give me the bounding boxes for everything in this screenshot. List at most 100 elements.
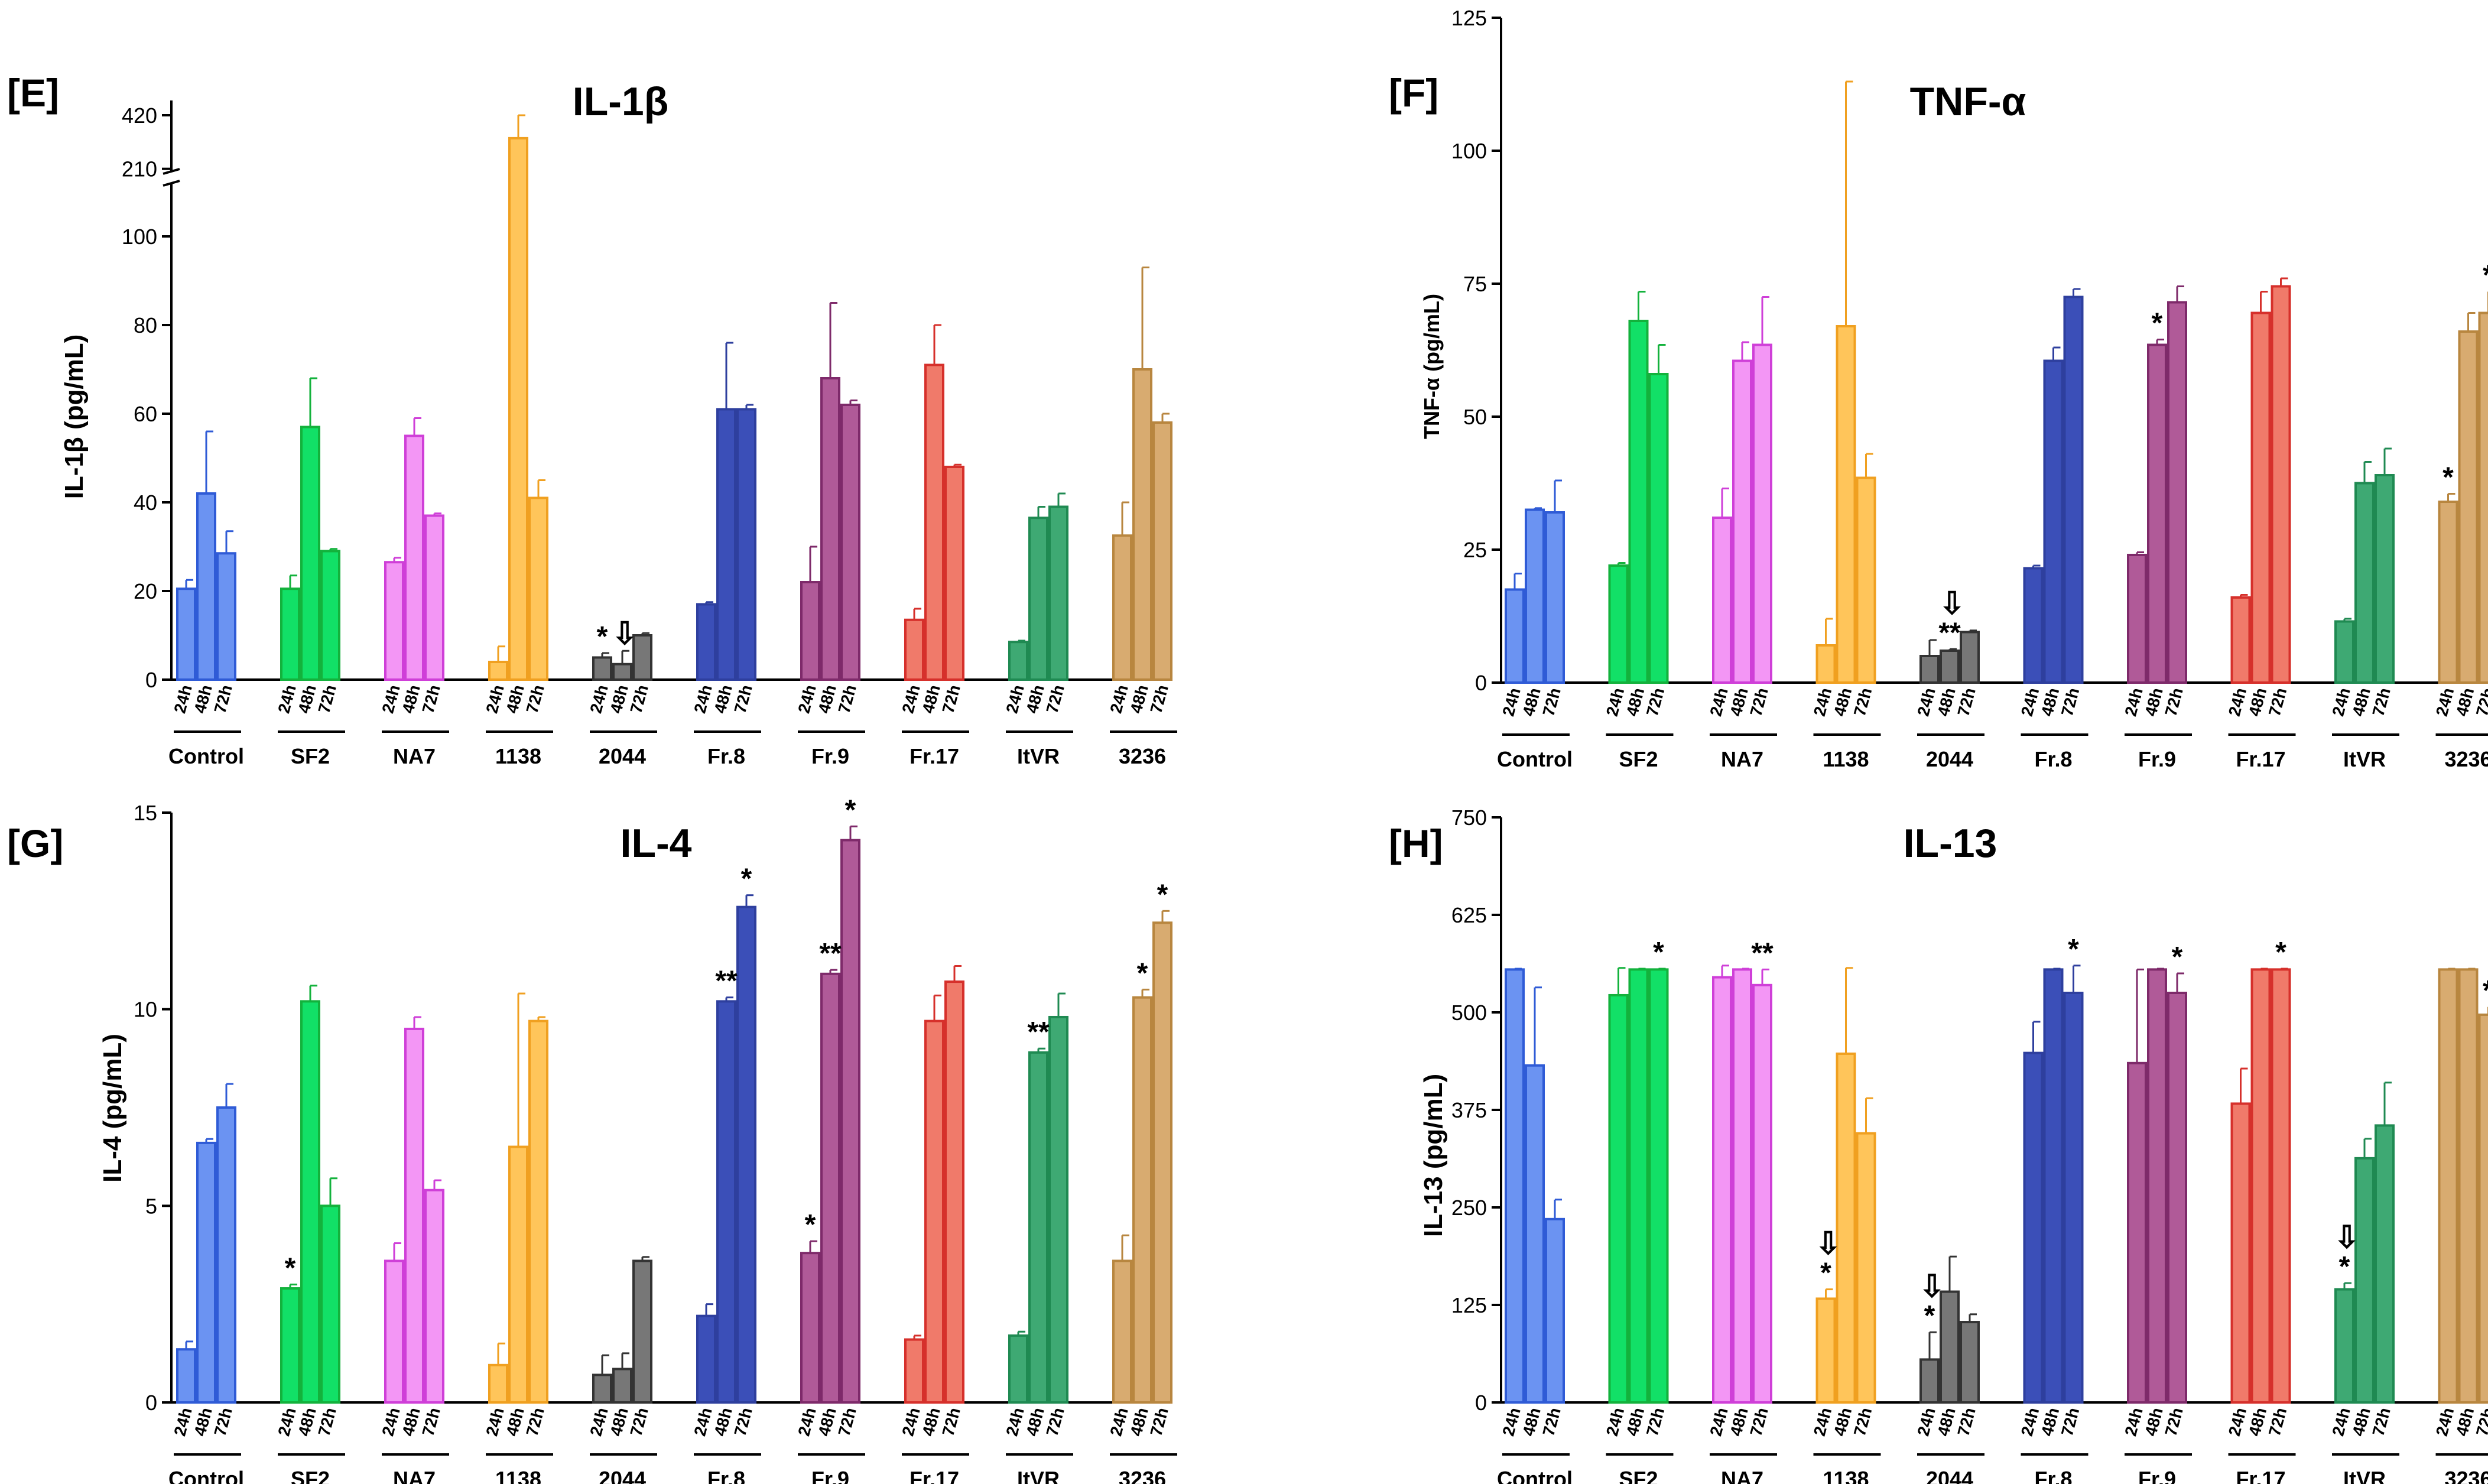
down-arrow-icon: ⇩ [1919, 1269, 1945, 1304]
y-tick-label: 100 [1451, 139, 1487, 163]
y-axis-label-il4: IL-4 (pg/mL) [98, 1034, 127, 1183]
group-label-Control: Control [1497, 747, 1573, 771]
group-label-3236: 3236 [2444, 747, 2488, 771]
group-label-Fr.8: Fr.8 [2034, 747, 2072, 771]
bar-Fr.17-48h [2250, 311, 2271, 684]
axis-break-mark [163, 180, 180, 187]
bar-ItVR-24h [2334, 1288, 2354, 1404]
y-tick-label: 15 [134, 801, 157, 825]
down-arrow-icon: ⇩ [1815, 1227, 1841, 1261]
significance-marker: * [2483, 260, 2488, 291]
bar-3236-24h [2438, 501, 2458, 684]
bar-Fr.9-72h [840, 404, 860, 681]
y-tick-label: 25 [1463, 538, 1487, 562]
y-tick-label: 750 [1451, 806, 1487, 830]
y-tick-label: 75 [1463, 272, 1487, 296]
bar-SF2-48h [1628, 320, 1649, 684]
bar-SF2-24h [1608, 564, 1629, 684]
bar-Fr.9-24h [2127, 554, 2147, 684]
panel-il1b: [E] IL-1β IL-1β (pg/mL) 0 20 40 60 80 100 210 4… [7, 71, 1177, 768]
group-label-ItVR: ItVR [1017, 744, 1060, 768]
bar-2044-72h [1960, 631, 1980, 684]
bar-3236-72h [1152, 921, 1172, 1404]
bar-Fr.9-48h [2147, 968, 2167, 1404]
significance-marker: * [2172, 941, 2183, 973]
significance-marker: * [1924, 1300, 1935, 1332]
bar-Control-72h [1545, 1217, 1565, 1404]
bar-Control-48h [196, 1141, 216, 1404]
bar-3236-48h [1132, 368, 1152, 681]
bar-Control-48h [196, 492, 216, 681]
y-tick-label: 625 [1451, 903, 1487, 927]
bar-2044-72h [632, 1259, 652, 1404]
bar-NA7-48h [404, 1027, 424, 1404]
y-tick-label: 210 [122, 157, 157, 181]
bar-Fr.8-48h [2043, 968, 2064, 1404]
significance-marker: ** [1027, 1017, 1050, 1048]
bar-NA7-48h [404, 434, 424, 681]
group-label-3236: 3236 [1119, 744, 1166, 768]
bar-2044-24h [1919, 1358, 1940, 1404]
bar-Control-72h [216, 552, 236, 681]
y-tick-label: 80 [134, 313, 157, 337]
significance-marker: * [2152, 308, 2163, 339]
bar-Fr.9-24h [2127, 1061, 2147, 1404]
y-tick-label: 0 [145, 1391, 157, 1415]
bar-3236-24h [1112, 534, 1132, 681]
bar-NA7-48h [1732, 359, 1752, 684]
y-tick-label: 5 [145, 1194, 157, 1218]
significance-marker: * [285, 1252, 296, 1284]
y-tick-label: 125 [1451, 1293, 1487, 1317]
y-tick-label: 100 [122, 225, 157, 249]
bar-Fr.17-72h [944, 980, 964, 1404]
bar-1138-24h [488, 661, 508, 681]
group-label-NA7: NA7 [393, 1467, 436, 1484]
significance-marker: * [597, 621, 608, 652]
bar-Control-72h [216, 1106, 236, 1404]
bar-ItVR-24h [1008, 641, 1028, 681]
group-label-Fr.17: Fr.17 [910, 744, 959, 768]
significance-marker: ** [819, 938, 842, 969]
group-label-Fr.17: Fr.17 [910, 1467, 959, 1484]
group-label-3236: 3236 [2444, 1467, 2488, 1484]
bar-1138-24h [1815, 1297, 1836, 1404]
group-label-Control: Control [168, 744, 244, 768]
bar-1138-48h [508, 1145, 528, 1404]
chart-title-il1b: IL-1β [573, 79, 668, 124]
bar-ItVR-72h [2375, 1124, 2395, 1404]
bar-1138-48h [1836, 1052, 1856, 1404]
bar-Fr.17-24h [904, 1338, 924, 1404]
bar-ItVR-48h [1028, 517, 1048, 681]
bar-NA7-72h [424, 1189, 444, 1404]
bar-Fr.8-24h [696, 1314, 716, 1404]
bar-Fr.17-24h [904, 618, 924, 681]
bar-Fr.17-24h [2230, 596, 2251, 684]
bar-Fr.17-48h [924, 1019, 944, 1404]
group-label-SF2: SF2 [1619, 1467, 1658, 1484]
bar-3236-48h [2458, 330, 2479, 684]
bar-Control-48h [1525, 1064, 1545, 1404]
y-tick-label: 20 [134, 579, 157, 603]
group-label-SF2: SF2 [291, 1467, 330, 1484]
bar-Fr.17-48h [924, 363, 944, 681]
bar-Fr.8-24h [696, 603, 716, 681]
bar-Fr.8-24h [2023, 1051, 2044, 1404]
panel-tnfa: [F] TNF-α TNF-α (pg/mL) 025507510012524h… [1389, 6, 2488, 771]
bar-Fr.8-72h [736, 905, 756, 1404]
bar-NA7-72h [1752, 983, 1772, 1404]
y-axis-label-il1b: IL-1β (pg/mL) [60, 335, 89, 499]
chart-title-il13: IL-13 [1904, 821, 1997, 866]
bar-1138-72h [1856, 1132, 1876, 1404]
panel-il4: [G] IL-4 IL-4 (pg/mL) 05101524h48h72hCon… [7, 794, 1177, 1484]
bar-ItVR-24h [2334, 620, 2354, 684]
group-label-Fr.9: Fr.9 [811, 744, 849, 768]
panel-label-f: [F] [1389, 71, 1438, 115]
group-label-1138: 1138 [1823, 1467, 1869, 1484]
bar-SF2-24h [1608, 993, 1629, 1404]
bar-Fr.9-48h [820, 972, 840, 1404]
bar-Fr.8-48h [2043, 359, 2064, 684]
significance-marker: * [845, 794, 856, 826]
group-label-SF2: SF2 [291, 744, 330, 768]
significance-marker: * [2339, 1251, 2350, 1282]
bar-SF2-72h [320, 550, 340, 681]
